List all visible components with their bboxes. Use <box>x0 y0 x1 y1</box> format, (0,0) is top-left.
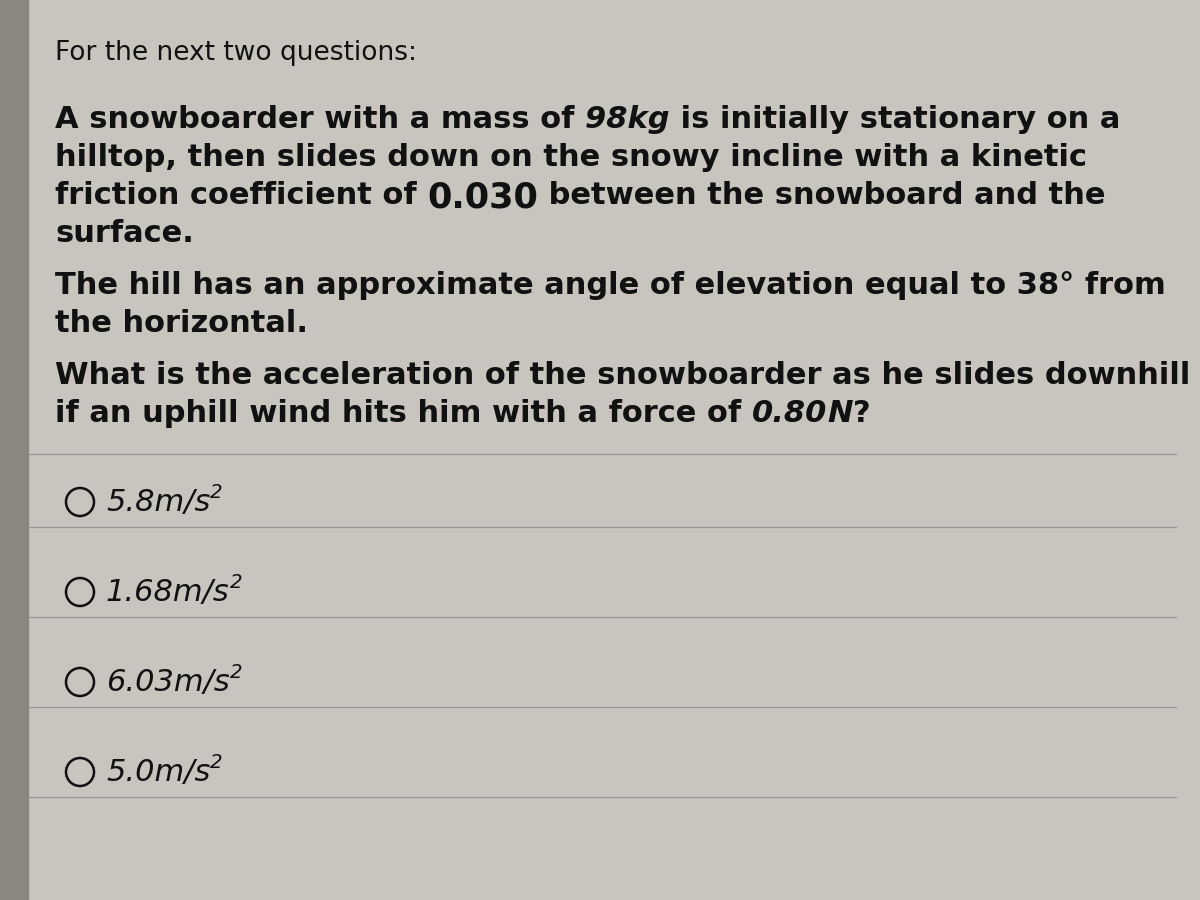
Text: 5.0m/s: 5.0m/s <box>106 758 210 787</box>
Text: 5.8m/s: 5.8m/s <box>106 488 210 517</box>
Text: 2: 2 <box>210 482 223 501</box>
Text: 2: 2 <box>229 662 242 681</box>
Text: friction coefficient of: friction coefficient of <box>55 181 427 210</box>
Text: the horizontal.: the horizontal. <box>55 309 308 338</box>
Text: A snowboarder with a mass of: A snowboarder with a mass of <box>55 105 586 134</box>
Text: friction coefficient of: friction coefficient of <box>55 181 427 210</box>
Text: A snowboarder with a mass of: A snowboarder with a mass of <box>55 105 586 134</box>
Text: What is the acceleration of the snowboarder as he slides downhill: What is the acceleration of the snowboar… <box>55 361 1190 390</box>
Text: is initially stationary on a: is initially stationary on a <box>670 105 1120 134</box>
Text: if an uphill wind hits him with a force of: if an uphill wind hits him with a force … <box>55 399 751 428</box>
Text: 1.68m/s: 1.68m/s <box>106 578 229 607</box>
Text: between the snowboard and the: between the snowboard and the <box>538 181 1105 210</box>
Text: 0.030: 0.030 <box>427 181 538 215</box>
Text: The hill has an approximate angle of elevation equal to 38° from: The hill has an approximate angle of ele… <box>55 271 1165 300</box>
Text: 2: 2 <box>210 752 223 771</box>
Bar <box>0 0 28 900</box>
Text: 2: 2 <box>229 572 242 591</box>
Text: For the next two questions:: For the next two questions: <box>55 40 418 66</box>
Text: N: N <box>827 399 853 428</box>
Text: surface.: surface. <box>55 219 194 248</box>
Text: 6.03m/s: 6.03m/s <box>106 668 229 697</box>
Text: if an uphill wind hits him with a force of: if an uphill wind hits him with a force … <box>55 399 751 428</box>
Text: 98​kg: 98​kg <box>586 105 670 134</box>
Text: 0.80: 0.80 <box>751 399 827 428</box>
Text: hilltop, then slides down on the snowy incline with a kinetic: hilltop, then slides down on the snowy i… <box>55 143 1087 172</box>
Text: ?: ? <box>853 399 870 428</box>
